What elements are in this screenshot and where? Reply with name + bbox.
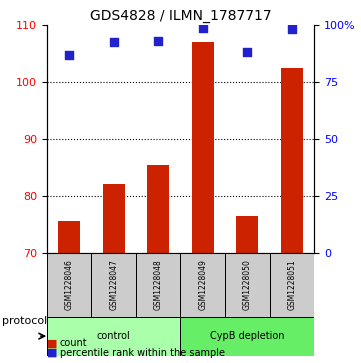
Point <box>111 40 117 45</box>
FancyBboxPatch shape <box>47 253 91 317</box>
Bar <box>58 221 80 253</box>
Bar <box>103 184 125 253</box>
Text: GSM1228048: GSM1228048 <box>154 259 163 310</box>
Text: GSM1228050: GSM1228050 <box>243 259 252 310</box>
Point <box>244 49 250 54</box>
Text: control: control <box>97 331 131 341</box>
Point <box>289 26 295 32</box>
Text: ■: ■ <box>47 338 57 348</box>
Bar <box>147 164 169 253</box>
Text: CypB depletion: CypB depletion <box>210 331 284 341</box>
Text: GSM1228049: GSM1228049 <box>198 259 207 310</box>
Point <box>155 38 161 44</box>
Bar <box>280 68 303 253</box>
Title: GDS4828 / ILMN_1787717: GDS4828 / ILMN_1787717 <box>90 9 271 23</box>
Point <box>66 52 72 58</box>
Text: GSM1228046: GSM1228046 <box>65 259 74 310</box>
Bar <box>192 42 214 253</box>
FancyBboxPatch shape <box>47 317 180 356</box>
FancyBboxPatch shape <box>180 253 225 317</box>
FancyBboxPatch shape <box>180 317 314 356</box>
FancyBboxPatch shape <box>136 253 180 317</box>
Text: percentile rank within the sample: percentile rank within the sample <box>60 347 225 358</box>
FancyBboxPatch shape <box>270 253 314 317</box>
Point <box>200 25 206 30</box>
Bar <box>236 216 258 253</box>
Text: count: count <box>60 338 87 348</box>
Text: ■: ■ <box>47 347 57 358</box>
Text: GSM1228047: GSM1228047 <box>109 259 118 310</box>
FancyBboxPatch shape <box>91 253 136 317</box>
FancyBboxPatch shape <box>225 253 270 317</box>
Text: GSM1228051: GSM1228051 <box>287 259 296 310</box>
Text: protocol: protocol <box>2 316 47 326</box>
